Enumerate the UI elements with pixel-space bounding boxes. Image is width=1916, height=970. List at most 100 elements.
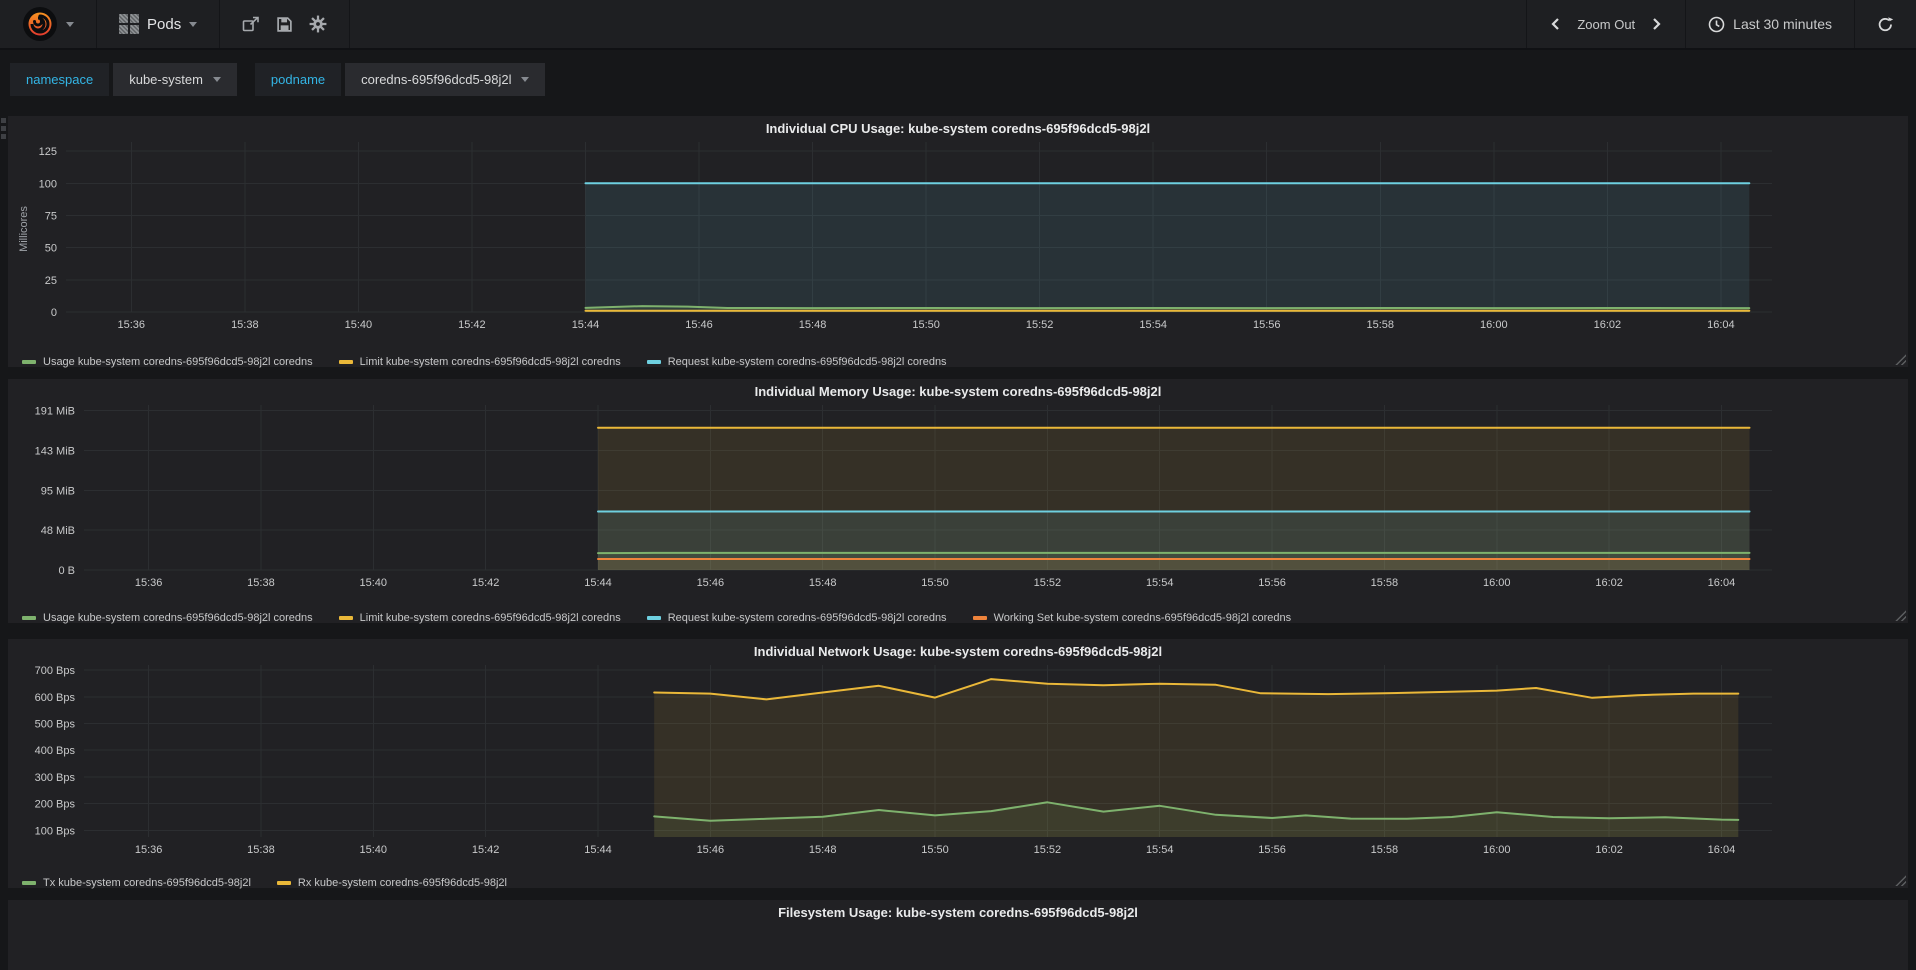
legend-item[interactable]: Request kube-system coredns-695f96dcd5-9… <box>647 612 947 624</box>
time-shift-forward-button[interactable] <box>1643 10 1671 38</box>
y-tick-label: 100 Bps <box>35 825 76 837</box>
memory-chart-legend: Usage kube-system coredns-695f96dcd5-98j… <box>8 608 1908 628</box>
legend-series-name: Request kube-system coredns-695f96dcd5-9… <box>668 356 947 368</box>
y-tick-label: 95 MiB <box>41 486 75 498</box>
dashboard-title: Pods <box>147 16 181 33</box>
caret-down-icon <box>213 77 221 82</box>
legend-series-name: Limit kube-system coredns-695f96dcd5-98j… <box>360 612 621 624</box>
legend-item[interactable]: Usage kube-system coredns-695f96dcd5-98j… <box>22 612 313 624</box>
x-tick-label: 15:50 <box>921 577 949 589</box>
cpu-chart-legend: Usage kube-system coredns-695f96dcd5-98j… <box>8 352 1908 372</box>
time-picker-group: Last 30 minutes <box>1685 0 1854 48</box>
grafana-menu-button[interactable] <box>14 0 82 48</box>
x-tick-label: 15:52 <box>1026 319 1054 331</box>
y-tick-label: 600 Bps <box>35 692 76 704</box>
panel-title-cpu[interactable]: Individual CPU Usage: kube-system coredn… <box>8 116 1908 142</box>
x-tick-label: 16:04 <box>1708 844 1736 856</box>
x-tick-label: 15:54 <box>1139 319 1167 331</box>
caret-down-icon <box>66 22 74 27</box>
time-zoom-group: Zoom Out <box>1526 0 1685 48</box>
x-tick-label: 15:56 <box>1258 577 1286 589</box>
x-tick-label: 15:42 <box>472 577 500 589</box>
x-tick-label: 15:42 <box>472 844 500 856</box>
series-fill <box>654 679 1738 837</box>
legend-series-color-dash <box>22 881 36 885</box>
x-tick-label: 15:42 <box>458 319 486 331</box>
y-tick-label: 100 <box>39 178 57 190</box>
x-tick-label: 16:02 <box>1595 844 1623 856</box>
x-tick-label: 15:58 <box>1371 844 1399 856</box>
x-tick-label: 15:40 <box>360 844 388 856</box>
time-range-picker-button[interactable]: Last 30 minutes <box>1700 10 1840 39</box>
x-tick-label: 15:48 <box>809 844 837 856</box>
variable-podname-dropdown[interactable]: coredns-695f96dcd5-98j2l <box>345 63 545 96</box>
x-tick-label: 15:36 <box>135 577 163 589</box>
panel-title-network[interactable]: Individual Network Usage: kube-system co… <box>8 639 1908 665</box>
variable-namespace-value: kube-system <box>129 72 203 87</box>
row-drag-handle[interactable] <box>1 118 6 139</box>
panel-title-memory[interactable]: Individual Memory Usage: kube-system cor… <box>8 379 1908 405</box>
panel-title-filesystem[interactable]: Filesystem Usage: kube-system coredns-69… <box>8 900 1908 926</box>
x-tick-label: 15:46 <box>697 577 725 589</box>
x-tick-label: 15:44 <box>584 577 612 589</box>
x-tick-label: 15:48 <box>799 319 827 331</box>
legend-item[interactable]: Request kube-system coredns-695f96dcd5-9… <box>647 356 947 368</box>
x-tick-label: 15:36 <box>118 319 146 331</box>
y-tick-label: 25 <box>45 275 57 287</box>
caret-down-icon <box>189 22 197 27</box>
caret-down-icon <box>521 77 529 82</box>
zoom-out-button[interactable]: Zoom Out <box>1569 11 1643 38</box>
x-tick-label: 15:50 <box>921 844 949 856</box>
top-navbar: Pods <box>0 0 1916 50</box>
variable-namespace-dropdown[interactable]: kube-system <box>113 63 237 96</box>
share-icon <box>242 16 260 33</box>
x-tick-label: 16:00 <box>1483 844 1511 856</box>
refresh-icon <box>1877 16 1894 33</box>
zoom-out-label: Zoom Out <box>1577 17 1635 32</box>
legend-item[interactable]: Limit kube-system coredns-695f96dcd5-98j… <box>339 612 621 624</box>
y-tick-label: 125 <box>39 146 57 158</box>
legend-item[interactable]: Rx kube-system coredns-695f96dcd5-98j2l <box>277 877 507 889</box>
x-tick-label: 15:56 <box>1253 319 1281 331</box>
save-icon <box>276 16 293 33</box>
x-tick-label: 15:54 <box>1146 577 1174 589</box>
y-tick-label: 143 MiB <box>35 445 75 457</box>
variable-podname-label: podname <box>255 63 341 96</box>
refresh-button[interactable] <box>1869 10 1902 39</box>
variable-namespace-label: namespace <box>10 63 109 96</box>
y-tick-label: 75 <box>45 210 57 222</box>
legend-item[interactable]: Working Set kube-system coredns-695f96dc… <box>973 612 1292 624</box>
legend-item[interactable]: Tx kube-system coredns-695f96dcd5-98j2l <box>22 877 251 889</box>
x-tick-label: 15:40 <box>360 577 388 589</box>
y-tick-label: 0 <box>51 307 57 319</box>
x-tick-label: 15:38 <box>231 319 259 331</box>
x-tick-label: 15:36 <box>135 844 163 856</box>
dashboard-settings-button[interactable] <box>301 9 335 39</box>
x-tick-label: 15:40 <box>345 319 373 331</box>
clock-icon <box>1708 16 1725 33</box>
time-range-label: Last 30 minutes <box>1733 16 1832 32</box>
save-dashboard-button[interactable] <box>268 10 301 39</box>
share-dashboard-button[interactable] <box>234 10 268 39</box>
legend-item[interactable]: Limit kube-system coredns-695f96dcd5-98j… <box>339 356 621 368</box>
y-tick-label: 200 Bps <box>35 799 76 811</box>
grafana-logo-icon <box>22 6 58 42</box>
legend-item[interactable]: Usage kube-system coredns-695f96dcd5-98j… <box>22 356 313 368</box>
time-shift-back-button[interactable] <box>1541 10 1569 38</box>
refresh-group <box>1854 0 1916 48</box>
y-tick-label: 50 <box>45 243 57 255</box>
dashboard-picker-button[interactable]: Pods <box>111 8 205 40</box>
x-tick-label: 15:46 <box>685 319 713 331</box>
y-tick-label: 500 Bps <box>35 718 76 730</box>
panel-network-usage: Individual Network Usage: kube-system co… <box>8 639 1908 888</box>
x-tick-label: 15:52 <box>1034 844 1062 856</box>
x-tick-label: 15:54 <box>1146 844 1174 856</box>
legend-series-color-dash <box>339 616 353 620</box>
panel-memory-usage: Individual Memory Usage: kube-system cor… <box>8 379 1908 623</box>
